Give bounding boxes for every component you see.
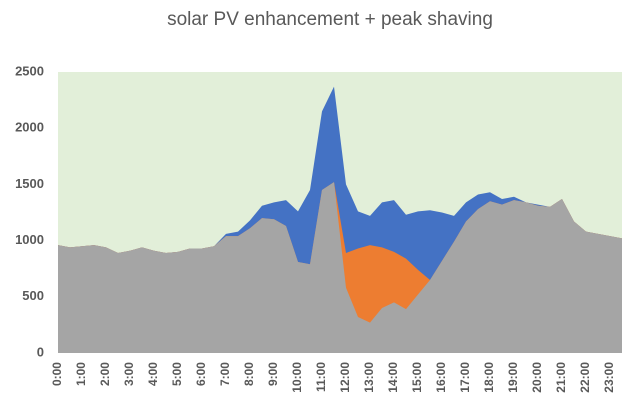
x-tick-label: 12:00 <box>338 362 352 393</box>
x-tick-label: 3:00 <box>122 362 136 386</box>
x-tick-label: 1:00 <box>74 362 88 386</box>
x-tick-label: 10:00 <box>290 362 304 393</box>
chart-title: solar PV enhancement + peak shaving <box>167 9 493 30</box>
x-tick-label: 15:00 <box>410 362 424 393</box>
x-tick-label: 4:00 <box>146 362 160 386</box>
x-tick-label: 21:00 <box>554 362 568 393</box>
y-tick-label: 2500 <box>15 63 44 78</box>
x-tick-label: 16:00 <box>434 362 448 393</box>
x-tick-label: 19:00 <box>506 362 520 393</box>
x-tick-label: 7:00 <box>218 362 232 386</box>
y-tick-label: 0 <box>37 344 44 359</box>
x-tick-label: 14:00 <box>386 362 400 393</box>
x-tick-label: 9:00 <box>266 362 280 386</box>
x-tick-label: 0:00 <box>50 362 64 386</box>
x-tick-label: 17:00 <box>458 362 472 393</box>
x-tick-label: 8:00 <box>242 362 256 386</box>
x-tick-label: 22:00 <box>578 362 592 393</box>
x-tick-label: 13:00 <box>362 362 376 393</box>
x-tick-label: 2:00 <box>98 362 112 386</box>
x-tick-label: 20:00 <box>530 362 544 393</box>
y-tick-label: 1500 <box>15 176 44 191</box>
x-tick-label: 6:00 <box>194 362 208 386</box>
x-tick-label: 18:00 <box>482 362 496 393</box>
area <box>58 182 622 353</box>
x-tick-label: 23:00 <box>602 362 616 393</box>
y-tick-label: 500 <box>22 288 44 303</box>
y-tick-label: 2000 <box>15 120 44 135</box>
y-tick-label: 1000 <box>15 232 44 247</box>
x-tick-label: 5:00 <box>170 362 184 386</box>
x-tick-label: 11:00 <box>314 362 328 392</box>
